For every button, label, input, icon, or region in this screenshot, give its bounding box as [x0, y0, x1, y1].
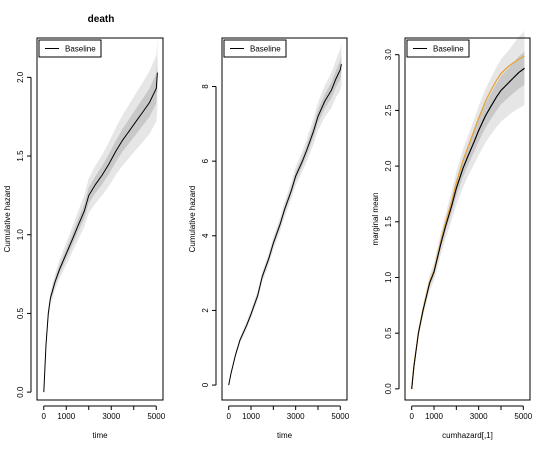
legend-box	[223, 39, 287, 58]
plot-frame	[36, 37, 164, 401]
plot-frame	[221, 37, 348, 401]
legend: Baseline	[38, 39, 102, 58]
x-tick-label: 5000	[514, 412, 532, 421]
y-axis-label: Cumulative hazard	[3, 186, 12, 253]
x-tick-label: 0	[226, 412, 231, 421]
y-tick-label: 0	[201, 382, 210, 387]
legend: Baseline	[406, 39, 470, 58]
panel-death-cumulative-hazard: 0 1000 3000 5000 time 0.0 0.5 1.0 1.5 2.0 Cumulati…	[3, 37, 166, 440]
y-tick-label: 2.0	[384, 160, 393, 172]
baseline-series-line	[411, 67, 525, 389]
x-tick-label: 5000	[331, 412, 349, 421]
y-tick-label: 2	[201, 308, 210, 313]
y-axis-label: marginal mean	[371, 193, 380, 246]
x-tick-label: 0	[42, 412, 47, 421]
panel-cumulative-hazard-2: 0 1000 3000 5000 time 0 2 4 6 8 Cumulative hazard B…	[188, 37, 350, 440]
x-tick-label: 3000	[287, 412, 305, 421]
panel-marginal-mean: 0 1000 3000 5000 cumhazard[,1] 0.0 0.5 1.0 1.5 2.…	[371, 30, 533, 440]
legend-entry: Baseline	[250, 45, 281, 54]
confidence-band-outer	[228, 43, 342, 386]
x-axis-label: time	[92, 431, 108, 440]
y-tick-label: 3.0	[384, 49, 393, 61]
confidence-band-inner	[411, 51, 525, 389]
y-tick-label: 1.5	[384, 216, 393, 228]
y-tick-label: 1.0	[16, 229, 25, 241]
confidence-band-outer	[43, 38, 158, 393]
y-tick-label: 1.5	[16, 150, 25, 162]
baseline-series-line	[228, 64, 342, 386]
legend-entry: Baseline	[433, 45, 464, 54]
x-tick-label: 1000	[425, 412, 443, 421]
y-tick-label: 2.5	[384, 104, 393, 116]
x-tick-label: 1000	[57, 412, 75, 421]
x-tick-label: 5000	[147, 412, 165, 421]
y-tick-label: 8	[201, 84, 210, 89]
y-tick-label: 0.5	[16, 307, 25, 319]
y-tick-label: 6	[201, 158, 210, 163]
x-axis-label: cumhazard[,1]	[442, 431, 493, 440]
y-tick-label: 1.0	[384, 271, 393, 283]
confidence-band-outer	[411, 30, 525, 389]
baseline-series-line	[411, 67, 525, 389]
x-axis-label: time	[277, 431, 293, 440]
x-tick-label: 1000	[242, 412, 260, 421]
y-tick-label: 0.0	[16, 386, 25, 398]
y-tick-label: 2.0	[16, 71, 25, 83]
y-tick-label: 0.0	[384, 383, 393, 395]
y-axis-label: Cumulative hazard	[188, 186, 197, 253]
y-tick-label: 0.5	[384, 327, 393, 339]
legend-box	[406, 39, 470, 58]
x-tick-label: 3000	[102, 412, 120, 421]
legend-box	[38, 39, 102, 58]
x-tick-label: 3000	[470, 412, 488, 421]
baseline-series-line	[43, 72, 158, 393]
confidence-band-inner	[228, 54, 342, 386]
chart-title: death	[88, 14, 115, 25]
plot-frame	[404, 37, 531, 401]
x-tick-label: 0	[409, 412, 414, 421]
y-tick-label: 4	[201, 233, 210, 238]
confidence-band-inner	[43, 57, 158, 393]
legend-entry: Baseline	[65, 45, 96, 54]
legend: Baseline	[223, 39, 287, 58]
